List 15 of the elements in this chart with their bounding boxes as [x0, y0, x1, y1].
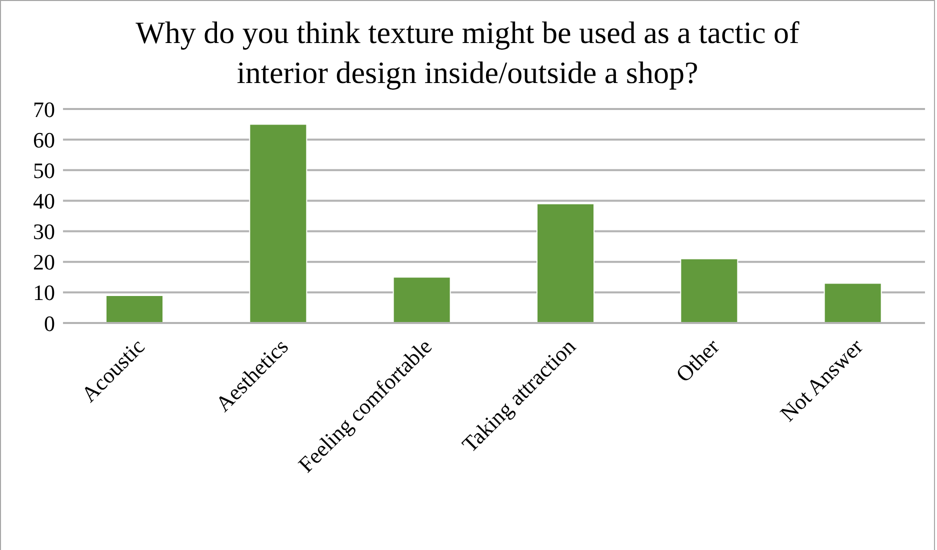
bar: [824, 282, 882, 323]
bar: [680, 258, 738, 323]
y-tick-label: 60: [33, 127, 55, 152]
bar: [392, 276, 451, 323]
y-tick-label: 20: [33, 250, 55, 275]
y-tick-label: 50: [33, 158, 55, 183]
y-tick-label: 10: [33, 280, 55, 306]
bar: [106, 294, 164, 323]
chart-title: Why do you think texture might be used as a tactic of interior design inside/outside a shop?: [134, 14, 800, 92]
y-tick-label: 0: [44, 310, 55, 336]
y-tick-label: 30: [33, 219, 55, 244]
y-tick-label: 70: [33, 96, 55, 122]
bar: [249, 124, 308, 323]
bar: [536, 203, 594, 323]
y-tick-label: 40: [33, 188, 55, 214]
